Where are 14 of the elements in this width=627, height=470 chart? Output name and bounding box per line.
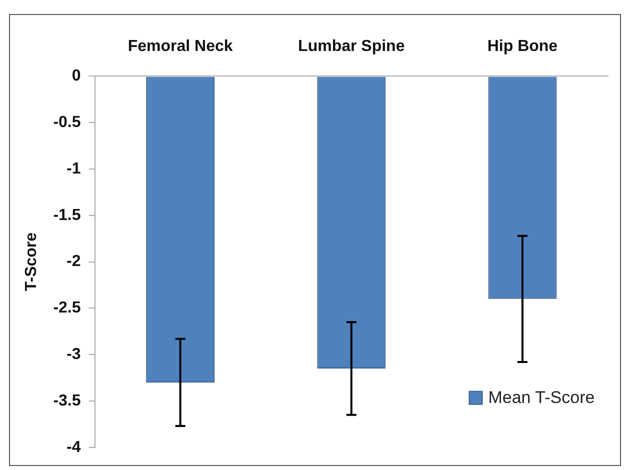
y-axis-title: T-Score <box>23 232 40 292</box>
y-tick-label: -4 <box>66 438 81 456</box>
x-tick-label: Lumbar Spine <box>298 38 405 56</box>
y-tick-label: 0 <box>72 68 81 85</box>
x-tick-label: Hip Bone <box>487 38 558 56</box>
y-tick-label: -3.5 <box>53 392 81 410</box>
y-tick-label: -1 <box>66 160 81 178</box>
y-tick-label: -1.5 <box>53 206 81 224</box>
y-tick-label: -0.5 <box>53 114 81 132</box>
y-tick-label: -3 <box>66 346 81 364</box>
legend-label: Mean T-Score <box>488 388 595 408</box>
y-tick-label: -2.5 <box>53 300 81 317</box>
y-tick-label: -2 <box>66 253 81 270</box>
x-tick-label: Femoral Neck <box>128 38 233 56</box>
